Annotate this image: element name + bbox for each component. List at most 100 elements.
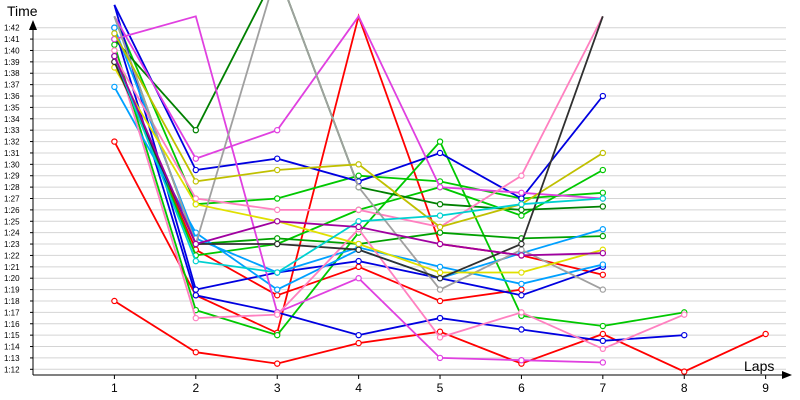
data-point	[274, 240, 281, 248]
data-point	[355, 240, 362, 248]
y-tick-label: 1:38	[4, 69, 20, 78]
series-16	[111, 47, 688, 353]
data-point	[192, 155, 200, 162]
data-point	[436, 263, 444, 271]
data-point	[436, 297, 444, 305]
series-23	[111, 52, 607, 259]
data-point	[518, 292, 525, 299]
y-tick-label: 1:26	[4, 206, 20, 215]
data-point	[599, 359, 607, 366]
data-point	[274, 360, 281, 367]
y-tick-label: 1:37	[4, 81, 20, 90]
series-line	[113, 27, 685, 342]
series-line	[113, 61, 522, 302]
data-point	[111, 297, 118, 305]
data-point	[274, 331, 281, 339]
data-point	[436, 354, 444, 362]
y-tick-label: 1:27	[4, 195, 20, 204]
y-tick-labels: 1:12 1:13 1:14 1:15 1:16 1:17 1:18 1:19 1:20 1:21…	[4, 24, 33, 374]
data-point	[111, 52, 118, 60]
data-point	[518, 309, 525, 316]
data-point	[599, 286, 607, 293]
data-point	[436, 314, 444, 322]
data-point	[192, 314, 200, 322]
series-5	[113, 15, 607, 208]
series-9	[113, 4, 607, 202]
data-point	[518, 280, 525, 288]
x-tick-label: 2	[192, 381, 199, 395]
x-tick-label: 8	[681, 381, 688, 395]
y-tick-label: 1:30	[4, 160, 20, 169]
data-point	[355, 223, 362, 231]
data-point	[599, 149, 607, 157]
data-point	[274, 292, 281, 299]
data-point	[762, 330, 769, 338]
data-point	[436, 223, 444, 231]
data-point	[599, 166, 607, 174]
data-point	[681, 311, 688, 318]
series-line	[113, 50, 685, 350]
data-point	[599, 322, 607, 330]
y-tick-label: 1:20	[4, 274, 20, 283]
data-point	[599, 189, 607, 197]
data-point	[274, 286, 281, 293]
x-tick-labels: 1 2 3 4 5 6 7 8 9	[111, 375, 769, 395]
data-point	[355, 331, 362, 339]
data-point	[599, 337, 607, 345]
data-point	[436, 240, 444, 248]
x-tick-label: 5	[437, 381, 444, 395]
data-point	[436, 149, 444, 157]
data-point	[355, 172, 362, 179]
data-point	[192, 200, 200, 208]
x-tick-label: 4	[355, 381, 362, 395]
data-point	[436, 286, 444, 293]
data-point	[518, 206, 525, 214]
data-point	[274, 166, 281, 174]
data-point	[518, 356, 525, 364]
data-point	[518, 246, 525, 253]
data-point	[274, 126, 281, 134]
data-point	[355, 206, 362, 214]
data-point	[599, 203, 607, 210]
data-point	[355, 339, 362, 347]
data-point	[436, 138, 444, 145]
data-point	[192, 292, 200, 299]
y-tick-label: 1:23	[4, 240, 20, 249]
data-point	[599, 345, 607, 353]
y-tick-label: 1:18	[4, 297, 20, 306]
data-point	[599, 249, 607, 257]
data-point	[436, 200, 444, 208]
data-point	[599, 261, 607, 268]
data-point	[192, 178, 200, 185]
data-point	[355, 183, 362, 191]
data-point	[111, 47, 118, 54]
data-point	[274, 195, 281, 202]
data-point	[436, 269, 444, 276]
data-point	[436, 229, 444, 236]
data-point	[355, 263, 362, 271]
data-point	[518, 212, 525, 219]
data-point	[192, 166, 200, 174]
data-point	[681, 331, 688, 339]
series-22	[111, 52, 607, 276]
data-point	[599, 330, 607, 338]
y-tick-label: 1:17	[4, 308, 20, 317]
data-point	[518, 252, 525, 259]
x-axis-title: Laps	[744, 358, 774, 374]
data-point	[274, 311, 281, 318]
y-tick-label: 1:28	[4, 183, 20, 192]
y-tick-label: 1:29	[4, 172, 20, 181]
x-tick-label: 7	[599, 381, 606, 395]
x-tick-label: 6	[518, 381, 525, 395]
y-axis-title: Time	[7, 3, 38, 19]
data-point	[111, 41, 118, 48]
data-point	[355, 246, 362, 253]
data-point	[436, 275, 444, 282]
y-tick-label: 1:25	[4, 217, 20, 226]
data-point	[599, 195, 607, 202]
data-point	[111, 138, 118, 145]
y-tick-label: 1:19	[4, 286, 20, 295]
data-point	[518, 326, 525, 333]
y-tick-label: 1:21	[4, 263, 20, 272]
data-point	[518, 172, 525, 179]
